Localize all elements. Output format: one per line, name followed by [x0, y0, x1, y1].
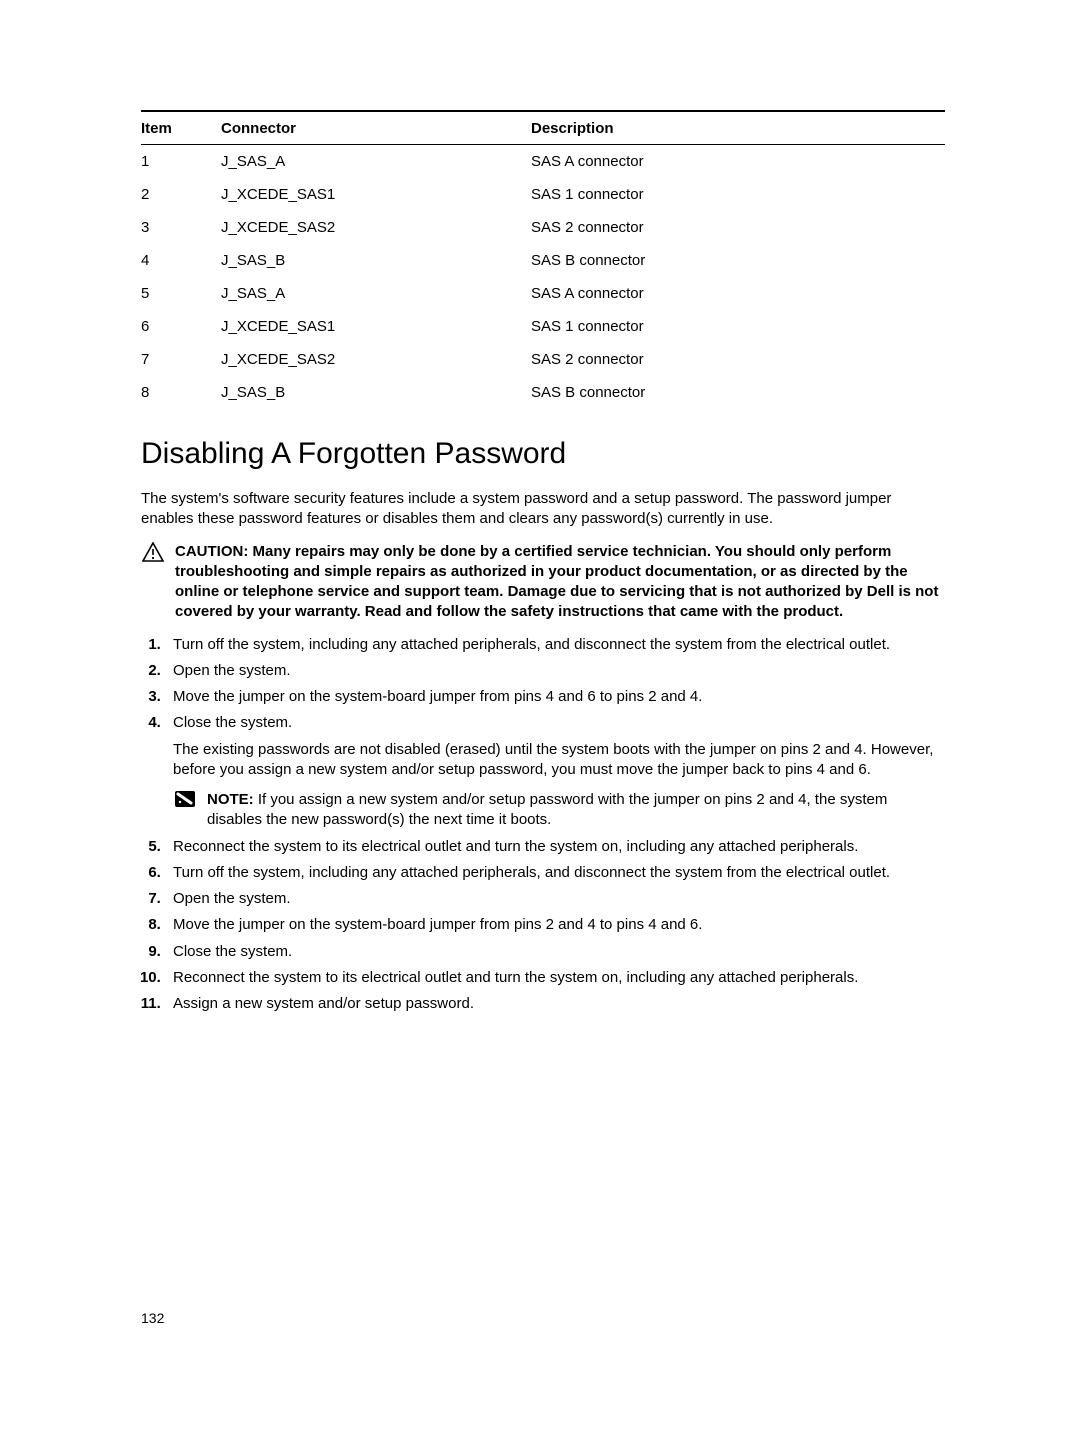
list-item: Assign a new system and/or setup passwor…	[165, 994, 945, 1014]
step-extra: The existing passwords are not disabled …	[173, 740, 945, 781]
step-text: Close the system.	[173, 714, 292, 731]
step-text: Move the jumper on the system-board jump…	[173, 916, 702, 933]
cell-connector: J_SAS_B	[221, 244, 531, 277]
cell-item: 1	[141, 145, 221, 179]
list-item: Move the jumper on the system-board jump…	[165, 687, 945, 707]
note-icon	[173, 790, 197, 831]
list-item: Close the system. The existing passwords…	[165, 713, 945, 830]
note-body: If you assign a new system and/or setup …	[207, 791, 887, 828]
cell-description: SAS 1 connector	[531, 310, 945, 343]
step-text: Reconnect the system to its electrical o…	[173, 969, 858, 986]
step-text: Turn off the system, including any attac…	[173, 636, 890, 653]
caution-text: CAUTION: Many repairs may only be done b…	[175, 542, 945, 623]
steps-list: Turn off the system, including any attac…	[141, 635, 945, 1015]
table-row: 7 J_XCEDE_SAS2 SAS 2 connector	[141, 343, 945, 376]
intro-paragraph: The system's software security features …	[141, 489, 945, 530]
cell-description: SAS B connector	[531, 244, 945, 277]
cell-description: SAS A connector	[531, 277, 945, 310]
list-item: Turn off the system, including any attac…	[165, 863, 945, 883]
cell-description: SAS 2 connector	[531, 211, 945, 244]
note-text: NOTE: If you assign a new system and/or …	[207, 790, 945, 831]
list-item: Close the system.	[165, 942, 945, 962]
cell-connector: J_XCEDE_SAS1	[221, 178, 531, 211]
table-row: 3 J_XCEDE_SAS2 SAS 2 connector	[141, 211, 945, 244]
list-item: Turn off the system, including any attac…	[165, 635, 945, 655]
note-label: NOTE:	[207, 791, 254, 808]
cell-item: 8	[141, 376, 221, 409]
list-item: Move the jumper on the system-board jump…	[165, 915, 945, 935]
th-item: Item	[141, 111, 221, 145]
table-row: 5 J_SAS_A SAS A connector	[141, 277, 945, 310]
step-text: Reconnect the system to its electrical o…	[173, 838, 858, 855]
note-callout: NOTE: If you assign a new system and/or …	[173, 790, 945, 831]
cell-item: 3	[141, 211, 221, 244]
cell-item: 2	[141, 178, 221, 211]
table-row: 1 J_SAS_A SAS A connector	[141, 145, 945, 179]
cell-item: 5	[141, 277, 221, 310]
cell-connector: J_SAS_A	[221, 277, 531, 310]
cell-description: SAS 2 connector	[531, 343, 945, 376]
step-text: Open the system.	[173, 662, 291, 679]
page-number: 132	[141, 1310, 164, 1326]
connector-table: Item Connector Description 1 J_SAS_A SAS…	[141, 110, 945, 409]
th-connector: Connector	[221, 111, 531, 145]
list-item: Open the system.	[165, 661, 945, 681]
cell-item: 6	[141, 310, 221, 343]
list-item: Open the system.	[165, 889, 945, 909]
step-text: Move the jumper on the system-board jump…	[173, 688, 702, 705]
th-description: Description	[531, 111, 945, 145]
table-row: 4 J_SAS_B SAS B connector	[141, 244, 945, 277]
step-text: Turn off the system, including any attac…	[173, 864, 890, 881]
step-text: Open the system.	[173, 890, 291, 907]
cell-connector: J_XCEDE_SAS2	[221, 343, 531, 376]
caution-icon	[141, 542, 165, 623]
step-text: Close the system.	[173, 943, 292, 960]
cell-description: SAS A connector	[531, 145, 945, 179]
list-item: Reconnect the system to its electrical o…	[165, 837, 945, 857]
table-row: 2 J_XCEDE_SAS1 SAS 1 connector	[141, 178, 945, 211]
caution-callout: CAUTION: Many repairs may only be done b…	[141, 542, 945, 623]
cell-connector: J_SAS_A	[221, 145, 531, 179]
cell-item: 7	[141, 343, 221, 376]
list-item: Reconnect the system to its electrical o…	[165, 968, 945, 988]
cell-description: SAS 1 connector	[531, 178, 945, 211]
cell-connector: J_XCEDE_SAS2	[221, 211, 531, 244]
section-title: Disabling A Forgotten Password	[141, 437, 945, 471]
cell-connector: J_SAS_B	[221, 376, 531, 409]
table-row: 6 J_XCEDE_SAS1 SAS 1 connector	[141, 310, 945, 343]
cell-item: 4	[141, 244, 221, 277]
cell-description: SAS B connector	[531, 376, 945, 409]
cell-connector: J_XCEDE_SAS1	[221, 310, 531, 343]
step-text: Assign a new system and/or setup passwor…	[173, 995, 474, 1012]
table-row: 8 J_SAS_B SAS B connector	[141, 376, 945, 409]
